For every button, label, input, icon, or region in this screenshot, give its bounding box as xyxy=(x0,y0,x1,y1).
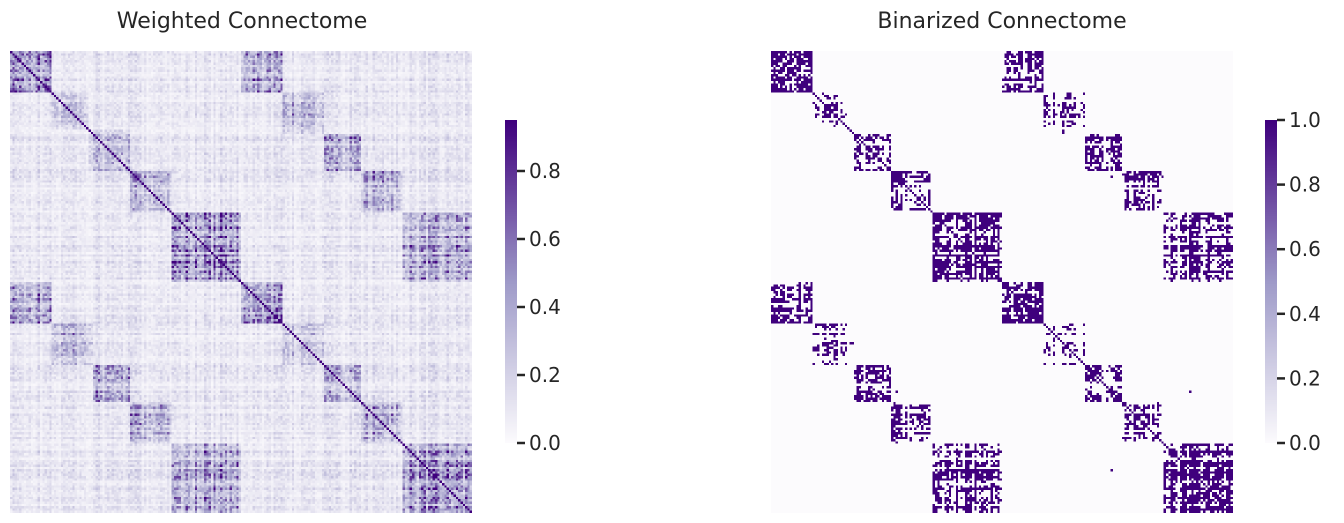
colorbar-tick-label: 0.4 xyxy=(1289,302,1321,326)
colorbar-tick-label: 0.8 xyxy=(529,159,561,183)
colorbar-tick-label: 0.8 xyxy=(1289,173,1321,197)
weighted-heatmap xyxy=(10,51,472,513)
binarized-heatmap xyxy=(771,51,1233,513)
binarized-colorbar-ticks: 0.0 0.2 0.4 0.6 0.8 1.0 xyxy=(1277,108,1321,455)
colorbar-tick-label: 0.2 xyxy=(1289,366,1321,390)
weighted-colorbar xyxy=(505,120,517,443)
binarized-panel: Binarized Connectome 0.0 0.2 0.4 0.6 0.8 1.0 xyxy=(771,9,1321,513)
colorbar-tick-label: 0.4 xyxy=(529,295,561,319)
colorbar-tick-label: 0.2 xyxy=(529,363,561,387)
colorbar-tick-label: 0.0 xyxy=(529,431,561,455)
weighted-colorbar-ticks: 0.0 0.2 0.4 0.6 0.8 xyxy=(517,159,561,455)
weighted-panel: Weighted Connectome 0.0 0.2 0.4 0.6 0.8 xyxy=(10,9,561,513)
weighted-title: Weighted Connectome xyxy=(117,9,368,34)
colorbar-tick-label: 0.6 xyxy=(1289,237,1321,261)
colorbar-tick-label: 0.6 xyxy=(529,227,561,251)
colorbar-tick-label: 0.0 xyxy=(1289,431,1321,455)
colorbar-tick-label: 1.0 xyxy=(1289,108,1321,132)
binarized-title: Binarized Connectome xyxy=(877,9,1126,34)
binarized-colorbar xyxy=(1265,120,1277,443)
